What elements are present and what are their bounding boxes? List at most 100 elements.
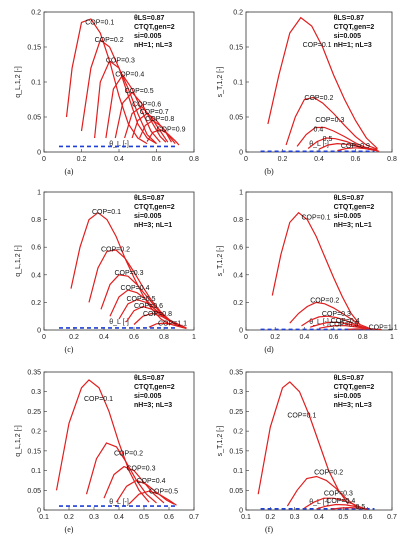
x-tick-label: 0.2 <box>77 156 87 163</box>
parameter-annotation: θLS=0.87 <box>134 195 165 202</box>
x-tick-label: 0 <box>244 156 248 163</box>
series-label: COP=0.3 <box>322 311 351 318</box>
x-axis-label: θ_L [-] <box>309 319 329 326</box>
series-line <box>296 126 378 151</box>
x-tick-label: 0.4 <box>114 514 124 521</box>
series-line <box>103 465 165 504</box>
x-tick-label: 0.5 <box>338 514 348 521</box>
series-label: COP=0.4 <box>121 285 150 292</box>
series-line <box>55 379 150 503</box>
panel-label: (a) <box>65 167 74 176</box>
y-tick-label: 0.1 <box>31 80 41 87</box>
parameter-annotation: CTQT,gen=2 <box>334 24 375 31</box>
y-tick-label: 0.2 <box>233 10 243 17</box>
y-tick-label: 1 <box>239 190 243 197</box>
y-tick-label: 0.05 <box>27 488 41 495</box>
series-label: COP=0.8 <box>143 311 172 318</box>
x-axis-label: θ_L [-] <box>109 499 129 506</box>
series-label: COP=0.9 <box>341 143 370 150</box>
series-label: COP=0.5 <box>149 488 178 495</box>
panel-label: (d) <box>264 345 274 354</box>
y-tick-label: 0.05 <box>27 115 41 122</box>
parameter-annotation: CTQT,gen=2 <box>134 204 175 211</box>
y-tick-label: 0.1 <box>233 80 243 87</box>
x-tick-label: 0.2 <box>265 514 275 521</box>
x-tick-label: 0.4 <box>99 334 109 341</box>
x-tick-label: 0.4 <box>314 156 324 163</box>
y-tick-label: 0.2 <box>233 300 243 307</box>
series-label: COP=0.6 <box>132 102 161 109</box>
x-tick-label: 0.2 <box>270 334 280 341</box>
x-tick-label: 0.6 <box>129 334 139 341</box>
parameter-annotation: nH=3; nL=1 <box>134 222 172 229</box>
series-label: COP=0.1 <box>92 209 121 216</box>
parameter-annotation: θLS=0.87 <box>334 195 365 202</box>
y-tick-label: 0.8 <box>233 217 243 224</box>
parameter-annotation: nH=1; nL=3 <box>334 42 372 49</box>
series-label: COP=0.5 <box>329 322 358 329</box>
series-label: 0.5 <box>323 136 333 143</box>
x-tick-label: 0.3 <box>290 514 300 521</box>
chart-panel-f: 0.1 0.2 0.3 0.4 0.5 0.6 0.7 0 0.05 0.1 0.15 0.2 0.25… <box>217 370 397 535</box>
x-tick-label: 0.3 <box>89 514 99 521</box>
series-line <box>118 298 183 328</box>
series-line <box>148 322 187 330</box>
x-tick-label: 0.4 <box>300 334 310 341</box>
parameter-annotation: CTQT,gen=2 <box>134 384 175 391</box>
series-label: COP=0.1 <box>84 396 113 403</box>
y-tick-label: 0.15 <box>27 448 41 455</box>
series-label: COP=0.2 <box>95 37 124 44</box>
series-line <box>146 128 180 146</box>
parameter-annotation: si=0.005 <box>334 33 362 40</box>
series-line <box>88 249 180 327</box>
x-tick-label: 0.4 <box>314 514 324 521</box>
x-tick-label: 0.8 <box>358 334 368 341</box>
y-tick-label: 0.05 <box>229 115 243 122</box>
y-tick-label: 0.6 <box>31 245 41 252</box>
x-tick-label: 0.4 <box>114 156 124 163</box>
series-label: COP=0.3 <box>127 466 156 473</box>
x-axis-label: θ_L [-] <box>109 319 129 326</box>
series-line <box>115 479 175 505</box>
parameter-annotation: nH=3; nL=1 <box>334 222 372 229</box>
y-tick-label: 0 <box>37 328 41 335</box>
y-axis-label: s_T,1,2 [-] <box>217 67 224 98</box>
y-tick-label: 0.3 <box>233 389 243 396</box>
series-label: COP=0.5 <box>125 88 154 95</box>
x-tick-label: 0.2 <box>64 514 74 521</box>
y-tick-label: 0.35 <box>27 370 41 377</box>
parameter-annotation: θLS=0.87 <box>134 15 165 22</box>
y-tick-label: 0.35 <box>229 370 243 377</box>
y-tick-label: 0.8 <box>31 217 41 224</box>
x-tick-label: 0.6 <box>363 514 373 521</box>
series-label: 0.4 <box>314 127 324 134</box>
parameter-annotation: θLS=0.87 <box>334 375 365 382</box>
y-axis-label: q_L,1,2 [-] <box>15 425 22 457</box>
series-line <box>348 328 382 331</box>
panel-label: (e) <box>65 525 74 534</box>
series-line <box>94 60 157 145</box>
parameter-annotation: nH=3; nL=3 <box>334 402 372 409</box>
y-axis-label: s_T,1,2 [-] <box>217 426 224 457</box>
series-label: COP=0.2 <box>314 470 343 477</box>
series-label: COP=0.1 <box>303 42 332 49</box>
y-tick-label: 0.2 <box>31 10 41 17</box>
parameter-annotation: si=0.005 <box>134 33 162 40</box>
panel-label: (c) <box>65 345 74 354</box>
y-tick-label: 0.05 <box>229 488 243 495</box>
series-line <box>318 324 372 330</box>
y-tick-label: 0.1 <box>31 468 41 475</box>
parameter-annotation: nH=3; nL=3 <box>134 402 172 409</box>
series-line <box>124 105 169 143</box>
parameter-annotation: nH=1; nL=3 <box>134 42 172 49</box>
series-label: COP=0.9 <box>157 127 186 134</box>
x-tick-label: 0.2 <box>278 156 288 163</box>
x-tick-label: 0.1 <box>39 514 49 521</box>
chart-panel-b: 0 0.2 0.4 0.6 0.8 0 0.05 0.1 0.15 0.2 s_T,1,2 [-] θ… <box>217 10 397 177</box>
series-line <box>105 73 161 143</box>
x-tick-label: 0.7 <box>189 514 199 521</box>
panel-label: (f) <box>265 525 273 534</box>
y-tick-label: 0.25 <box>27 409 41 416</box>
series-label: COP=0.1 <box>301 215 330 222</box>
